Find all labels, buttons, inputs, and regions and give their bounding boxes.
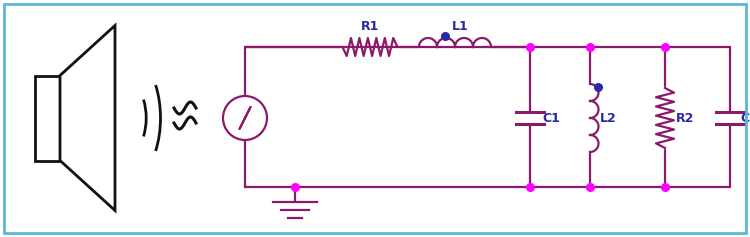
Bar xyxy=(35,76,60,160)
Text: R1: R1 xyxy=(361,20,380,33)
Text: L1: L1 xyxy=(452,20,468,33)
Text: C1: C1 xyxy=(542,111,560,124)
Text: L2: L2 xyxy=(600,111,616,124)
Text: C2: C2 xyxy=(740,111,750,124)
Polygon shape xyxy=(60,26,115,210)
Text: R2: R2 xyxy=(676,111,694,124)
